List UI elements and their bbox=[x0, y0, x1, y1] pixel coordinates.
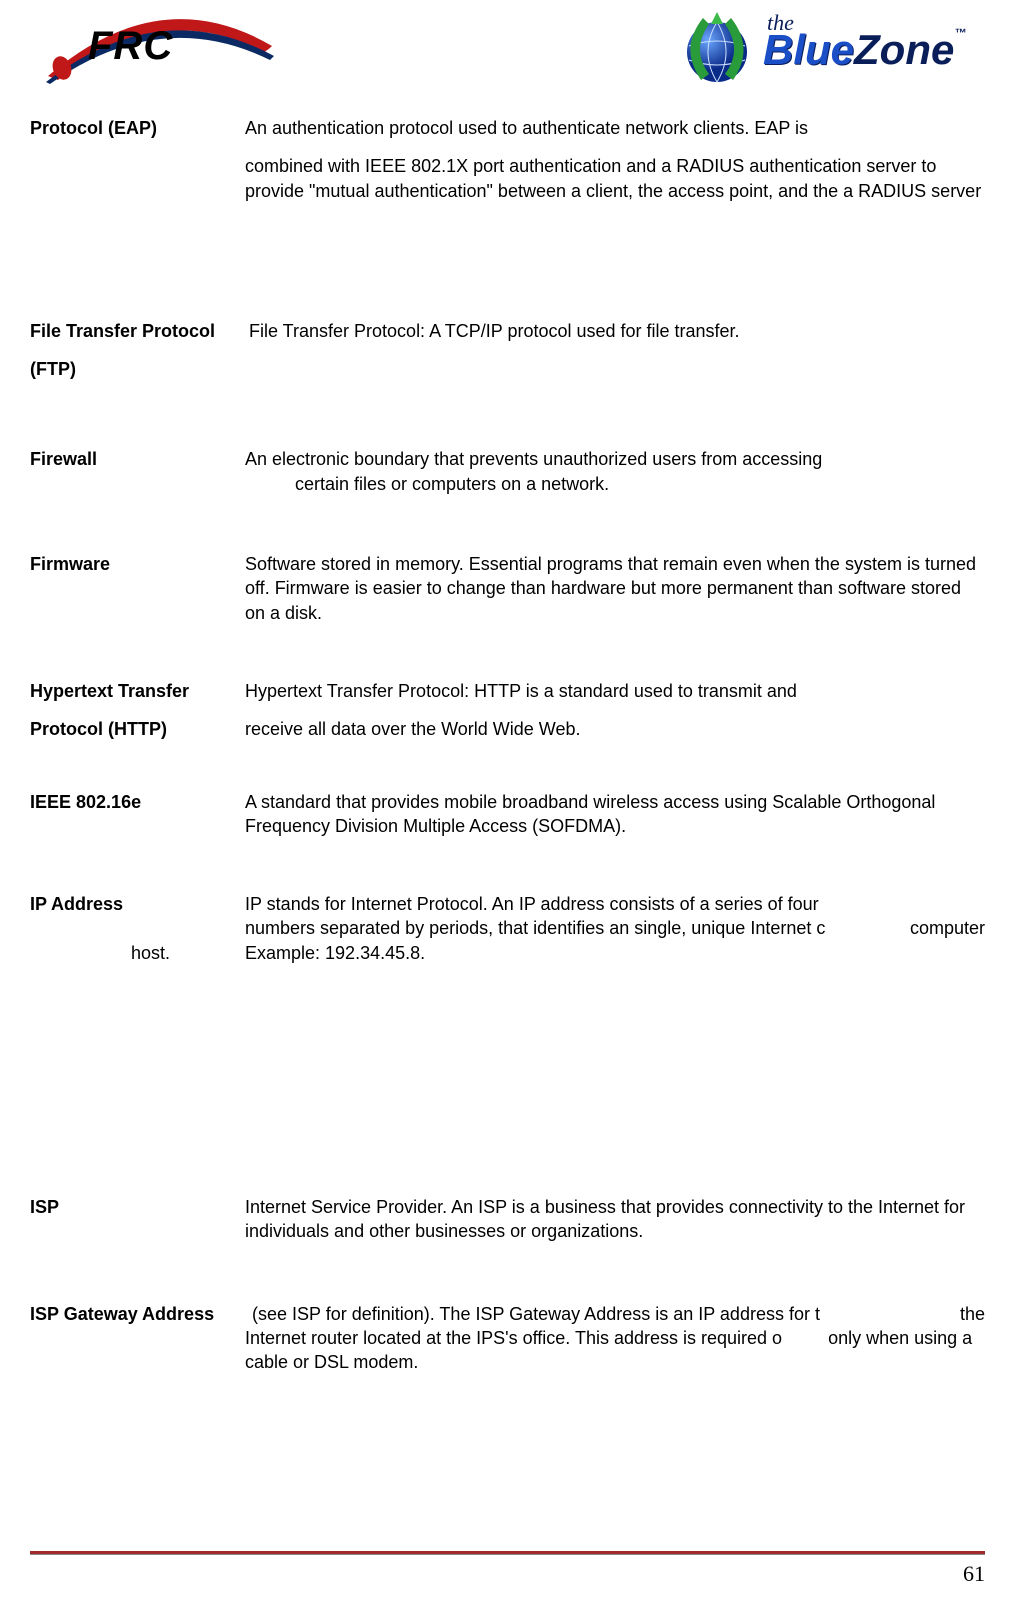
def-isp: Internet Service Provider. An ISP is a b… bbox=[245, 1195, 985, 1244]
entry-ispgw-l3: cable or DSL modem. bbox=[30, 1350, 985, 1374]
entry-ftp-2: (FTP) bbox=[30, 357, 985, 381]
term-eap: Protocol (EAP) bbox=[30, 116, 245, 140]
term-ispgw: ISP Gateway Address bbox=[30, 1302, 252, 1326]
page-number: 61 bbox=[963, 1561, 985, 1587]
glossary-content: Protocol (EAP) An authentication protoco… bbox=[30, 98, 985, 1375]
def-ispgw-1a: (see ISP for definition). The ISP Gatewa… bbox=[252, 1302, 820, 1326]
bluezone-blue-text: Blue bbox=[763, 26, 854, 73]
def-eap-line1: An authentication protocol used to authe… bbox=[245, 116, 985, 140]
def-ip-3a: host. bbox=[30, 941, 178, 965]
entry-ip-l2: numbers separated by periods, that ident… bbox=[30, 916, 985, 940]
entry-ip-l3: host. Example: 192.34.45.8. bbox=[30, 941, 985, 965]
term-ftp-2: (FTP) bbox=[30, 357, 245, 381]
def-ispgw-3: cable or DSL modem. bbox=[245, 1350, 418, 1374]
entry-eap-cont: combined with IEEE 802.1X port authentic… bbox=[30, 154, 985, 203]
term-ip: IP Address bbox=[30, 892, 245, 916]
term-http-1: Hypertext Transfer bbox=[30, 679, 245, 703]
def-http-1: Hypertext Transfer Protocol: HTTP is a s… bbox=[245, 679, 985, 703]
term-isp: ISP bbox=[30, 1195, 245, 1219]
def-ispgw-1b: the bbox=[900, 1302, 985, 1326]
entry-firewall: Firewall An electronic boundary that pre… bbox=[30, 447, 985, 496]
term-firewall: Firewall bbox=[30, 447, 245, 471]
entry-ispgw-l2: Internet router located at the IPS's off… bbox=[30, 1326, 985, 1350]
bluezone-logo: the BlueZone™ bbox=[675, 8, 975, 90]
entry-eap: Protocol (EAP) An authentication protoco… bbox=[30, 116, 985, 140]
def-eap-para2: combined with IEEE 802.1X port authentic… bbox=[245, 154, 985, 203]
def-ip-1: IP stands for Internet Protocol. An IP a… bbox=[245, 892, 985, 916]
def-firewall-1: An electronic boundary that prevents una… bbox=[245, 447, 985, 471]
bluezone-globe-icon bbox=[673, 8, 761, 90]
term-http-2: Protocol (HTTP) bbox=[30, 717, 245, 741]
entry-firmware: Firmware Software stored in memory. Esse… bbox=[30, 552, 985, 625]
def-firewall-2: certain files or computers on a network. bbox=[245, 472, 985, 496]
bluezone-zone-text: Zone bbox=[854, 26, 954, 73]
def-ftp: File Transfer Protocol: A TCP/IP protoco… bbox=[245, 319, 985, 343]
def-ip-2b: computer bbox=[910, 916, 985, 940]
entry-isp: ISP Internet Service Provider. An ISP is… bbox=[30, 1195, 985, 1244]
def-ispgw-2b: only when using a bbox=[782, 1326, 972, 1350]
def-ip-3b: Example: 192.34.45.8. bbox=[245, 941, 425, 965]
entry-ispgw: ISP Gateway Address (see ISP for definit… bbox=[30, 1302, 985, 1326]
entry-ftp: File Transfer Protocol File Transfer Pro… bbox=[30, 319, 985, 343]
footer-divider bbox=[30, 1551, 985, 1555]
entry-ip: IP Address IP stands for Internet Protoc… bbox=[30, 892, 985, 916]
def-firmware: Software stored in memory. Essential pro… bbox=[245, 552, 985, 625]
entry-http: Hypertext Transfer Hypertext Transfer Pr… bbox=[30, 679, 985, 703]
def-http-2: receive all data over the World Wide Web… bbox=[245, 717, 985, 741]
entry-ieee: IEEE 802.16e A standard that provides mo… bbox=[30, 790, 985, 839]
def-ieee: A standard that provides mobile broadban… bbox=[245, 790, 985, 839]
term-firmware: Firmware bbox=[30, 552, 245, 576]
entry-http-2: Protocol (HTTP) receive all data over th… bbox=[30, 717, 985, 741]
term-ieee: IEEE 802.16e bbox=[30, 790, 245, 814]
def-ip-2a: numbers separated by periods, that ident… bbox=[245, 916, 825, 940]
trademark-icon: ™ bbox=[954, 26, 966, 40]
term-ftp-1: File Transfer Protocol bbox=[30, 319, 245, 343]
page-header: FRC the BlueZone™ bbox=[30, 0, 985, 98]
frc-logo: FRC bbox=[40, 8, 280, 86]
def-ispgw-2a: Internet router located at the IPS's off… bbox=[245, 1326, 782, 1350]
frc-logo-text: FRC bbox=[88, 24, 173, 69]
